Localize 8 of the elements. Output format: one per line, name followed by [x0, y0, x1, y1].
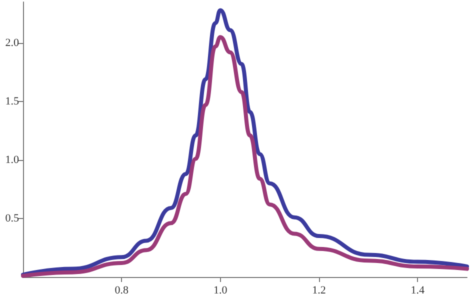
x-tick-label: 0.8: [114, 284, 130, 296]
x-tick-label: 1.4: [410, 284, 426, 296]
x-tick-label: 1.0: [213, 284, 228, 296]
x-tick-label: 1.2: [312, 284, 326, 296]
y-tick-label: 1.0: [5, 154, 20, 166]
y-tick-label: 1.5: [5, 95, 20, 108]
y-tick-label: 2.0: [5, 36, 20, 49]
y-tick-label: 0.5: [5, 212, 20, 224]
